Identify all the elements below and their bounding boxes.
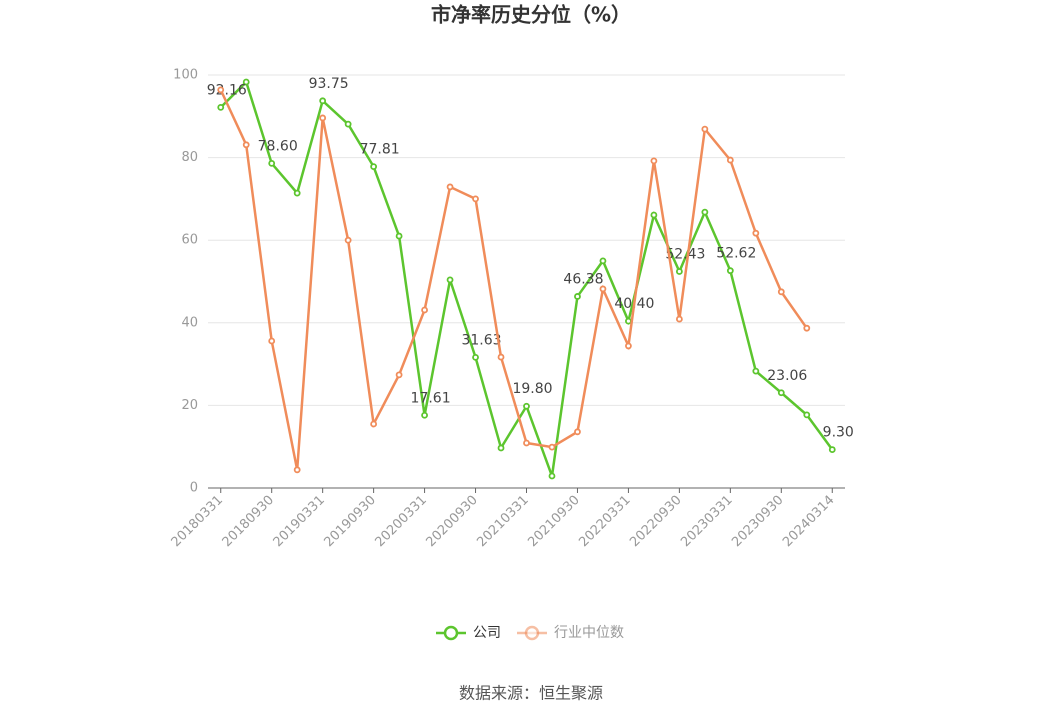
y-tick-label: 40 <box>181 315 198 330</box>
point <box>319 97 327 105</box>
point <box>803 411 811 419</box>
series-line <box>219 89 808 471</box>
x-tick-label: 20220331 <box>576 493 633 550</box>
point <box>701 208 709 216</box>
point <box>803 324 811 332</box>
point <box>370 420 378 428</box>
legend-marker <box>524 625 540 641</box>
point <box>523 439 530 447</box>
x-tick-label: 20210331 <box>474 493 531 550</box>
point <box>446 183 454 191</box>
point <box>421 306 428 314</box>
point <box>472 195 479 203</box>
point <box>242 141 250 149</box>
y-tick-label: 60 <box>181 233 198 248</box>
point <box>370 163 378 171</box>
x-tick-label: 20200930 <box>423 493 480 550</box>
point <box>293 189 301 197</box>
point <box>625 342 632 350</box>
point <box>446 276 454 284</box>
x-tick-label: 20180930 <box>220 493 277 550</box>
point <box>523 402 530 410</box>
point <box>701 125 709 133</box>
x-tick-label: 20240314 <box>780 493 837 550</box>
data-label: 46.38 <box>563 271 603 287</box>
point <box>344 236 352 244</box>
legend-label: 公司 <box>473 625 501 641</box>
data-label: 78.60 <box>258 138 298 154</box>
data-label: 52.62 <box>716 246 756 262</box>
point <box>675 268 683 275</box>
point <box>217 86 225 94</box>
series-line <box>219 79 834 477</box>
point <box>574 428 581 436</box>
legend-label: 行业中位数 <box>554 625 624 641</box>
point <box>395 371 403 379</box>
point <box>217 103 225 111</box>
y-tick-label: 100 <box>173 68 198 83</box>
point <box>650 157 658 165</box>
x-tick-label: 20220930 <box>627 493 684 550</box>
point <box>777 288 785 296</box>
source: 数据来源：恒生聚源 <box>459 684 603 703</box>
point <box>268 337 276 345</box>
point <box>650 211 658 219</box>
data-label: 19.80 <box>512 381 552 397</box>
y-tick-label: 20 <box>181 398 198 413</box>
point <box>421 411 428 419</box>
point <box>752 229 760 237</box>
point <box>319 114 327 122</box>
point <box>268 159 276 167</box>
point <box>599 285 607 293</box>
point <box>675 315 683 323</box>
point <box>574 293 581 300</box>
data-label: 31.63 <box>461 332 501 348</box>
y-tick-label: 80 <box>181 150 198 165</box>
data-label: 93.75 <box>309 76 349 92</box>
point <box>395 232 403 240</box>
point <box>625 317 632 325</box>
x-tick-label: 20210930 <box>525 493 582 550</box>
x-tick-label: 20230930 <box>729 493 786 550</box>
x-tick-label: 20180331 <box>169 493 226 550</box>
data-label: 77.81 <box>360 142 400 158</box>
point <box>726 267 734 275</box>
x-tick-label: 20230331 <box>678 493 735 550</box>
point <box>344 120 352 128</box>
point <box>497 353 505 361</box>
data-label: 92.16 <box>207 82 247 98</box>
data-label: 52.43 <box>665 246 705 262</box>
point <box>752 367 760 375</box>
point <box>472 353 479 361</box>
point <box>548 443 556 451</box>
point <box>726 156 734 164</box>
data-label: 23.06 <box>767 368 807 384</box>
data-label: 17.61 <box>411 390 451 406</box>
chart-title: 市净率历史分位（%） <box>431 3 631 27</box>
x-tick-label: 20190930 <box>322 493 379 550</box>
x-tick-label: 20200331 <box>372 493 429 550</box>
y-tick-label: 0 <box>190 481 198 496</box>
point <box>828 446 836 453</box>
point <box>242 78 250 86</box>
data-label: 9.30 <box>823 425 854 441</box>
point <box>548 472 556 480</box>
legend-marker <box>443 625 459 641</box>
point <box>497 444 505 452</box>
x-tick-label: 20190331 <box>271 493 328 550</box>
point <box>293 466 301 474</box>
point <box>599 257 607 265</box>
point <box>777 389 785 397</box>
